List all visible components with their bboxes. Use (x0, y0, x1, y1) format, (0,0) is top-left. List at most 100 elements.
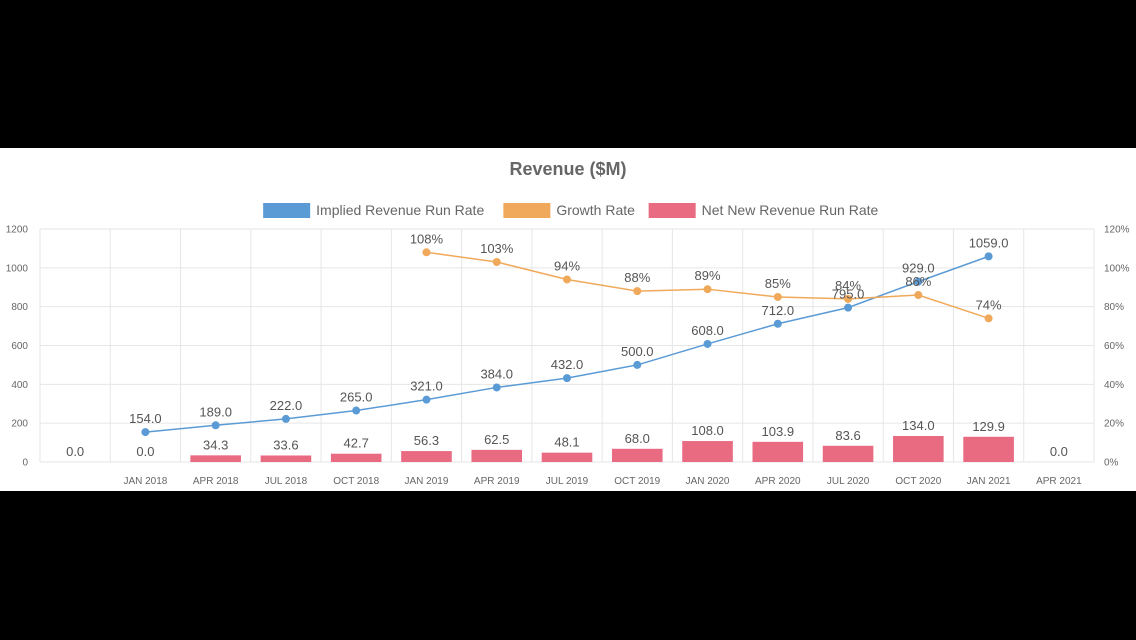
line-data-label: 1059.0 (969, 235, 1009, 250)
bar-data-label: 103.9 (762, 424, 795, 439)
bar-data-label: 42.7 (344, 436, 369, 451)
bar (401, 451, 452, 462)
x-tick: APR 2021 (1036, 476, 1082, 487)
line-data-label: 500.0 (621, 344, 654, 359)
data-point (281, 414, 290, 423)
bar-data-label: 0.0 (66, 444, 84, 459)
bar (611, 448, 663, 462)
bar (963, 436, 1014, 462)
bar (893, 435, 944, 462)
x-tick: APR 2019 (474, 476, 520, 487)
gridlines (39, 228, 1095, 463)
bar (822, 445, 874, 462)
bar-series (190, 435, 1014, 462)
y-tick-right: 20% (1104, 419, 1124, 430)
line-data-label: 84% (835, 278, 861, 293)
data-point (422, 248, 431, 257)
bar (541, 452, 593, 462)
line-data-label: 384.0 (480, 366, 513, 381)
bar (330, 453, 382, 462)
bar (260, 455, 312, 462)
line-data-label: 154.0 (129, 411, 162, 426)
legend-swatch (648, 203, 696, 218)
data-point (492, 258, 501, 267)
line-data-label: 321.0 (410, 379, 443, 394)
x-tick: OCT 2019 (614, 476, 660, 487)
data-point (844, 303, 853, 312)
x-tick: JAN 2020 (686, 476, 730, 487)
y-tick-right: 40% (1104, 380, 1124, 391)
data-point (703, 285, 712, 294)
line-data-label: 86% (905, 274, 931, 289)
line-data-label: 88% (624, 270, 650, 285)
bar (682, 441, 733, 462)
x-tick: APR 2020 (755, 476, 801, 487)
legend-swatch (503, 203, 551, 218)
bar-data-label: 33.6 (273, 437, 298, 452)
bar-data-label: 34.3 (203, 437, 228, 452)
x-tick: APR 2018 (193, 476, 239, 487)
bar-data-label: 129.9 (972, 419, 1005, 434)
x-tick: JAN 2018 (123, 476, 167, 487)
chart-title: Revenue ($M) (509, 159, 626, 179)
line-series (141, 248, 993, 437)
legend-label: Implied Revenue Run Rate (316, 202, 484, 218)
data-point (773, 292, 782, 301)
legend-label: Net New Revenue Run Rate (702, 202, 879, 218)
y-tick-right: 120% (1104, 225, 1130, 236)
line-data-label: 108% (410, 231, 444, 246)
data-labels: 0.0 0.0 34.3 33.6 42.7 56.3 62.5 48.1 68.0 108.0 1… (66, 231, 1068, 459)
bar-data-label: 48.1 (554, 435, 579, 450)
x-tick: JUL 2019 (546, 476, 589, 487)
data-point (984, 252, 993, 261)
line-data-label: 189.0 (199, 404, 232, 419)
x-tick: JUL 2020 (827, 476, 870, 487)
y-tick-left: 800 (11, 302, 28, 313)
line-data-label: 929.0 (902, 261, 935, 276)
y-tick-right: 60% (1104, 341, 1124, 352)
axes: 0 0% 200 20% 400 40% 600 60% 800 80% 1000 100% 1200 1… (6, 225, 1130, 488)
data-point (844, 294, 853, 303)
y-tick-left: 600 (11, 341, 28, 352)
data-point (914, 277, 923, 286)
y-tick-right: 80% (1104, 302, 1124, 313)
bar (752, 441, 804, 462)
line-data-label: 608.0 (691, 323, 724, 338)
legend-swatch (263, 203, 311, 218)
y-tick-right: 100% (1104, 263, 1130, 274)
data-point (633, 287, 642, 296)
line-data-label: 85% (765, 276, 791, 291)
data-point (563, 275, 571, 284)
data-point (703, 339, 712, 348)
x-tick: JAN 2021 (967, 476, 1011, 487)
data-point (563, 374, 571, 383)
line-data-label: 222.0 (270, 398, 303, 413)
data-point (422, 395, 431, 404)
data-point (984, 314, 993, 323)
x-tick: OCT 2018 (333, 476, 379, 487)
y-tick-left: 1200 (6, 225, 29, 236)
data-point (141, 428, 150, 437)
y-tick-left: 0 (22, 458, 28, 469)
legend[interactable]: Implied Revenue Run Rate Growth Rate Net N… (263, 202, 879, 218)
bar-data-label: 62.5 (484, 432, 509, 447)
y-tick-left: 400 (11, 380, 28, 391)
line-data-label: 89% (695, 268, 721, 283)
line-data-label: 74% (976, 297, 1002, 312)
bar-data-label: 56.3 (414, 433, 439, 448)
line-data-label: 432.0 (551, 357, 584, 372)
data-point (633, 360, 642, 369)
x-tick: JUL 2018 (265, 476, 308, 487)
revenue-chart: Revenue ($M) 0.0 0.0 34.3 33.6 42.7 56.3 62.5 4… (6, 159, 1130, 488)
data-point (914, 291, 923, 300)
data-point (492, 383, 501, 392)
bar (190, 455, 241, 462)
y-tick-left: 1000 (6, 263, 29, 274)
x-tick: JAN 2019 (405, 476, 449, 487)
line-data-label: 795.0 (832, 287, 865, 302)
bar-data-label: 134.0 (902, 418, 935, 433)
bar-data-label: 0.0 (136, 444, 154, 459)
chart-panel: Revenue ($M) 0.0 0.0 34.3 33.6 42.7 56.3 62.5 4… (0, 148, 1136, 491)
line-data-label: 103% (480, 241, 514, 256)
data-point (352, 406, 361, 415)
